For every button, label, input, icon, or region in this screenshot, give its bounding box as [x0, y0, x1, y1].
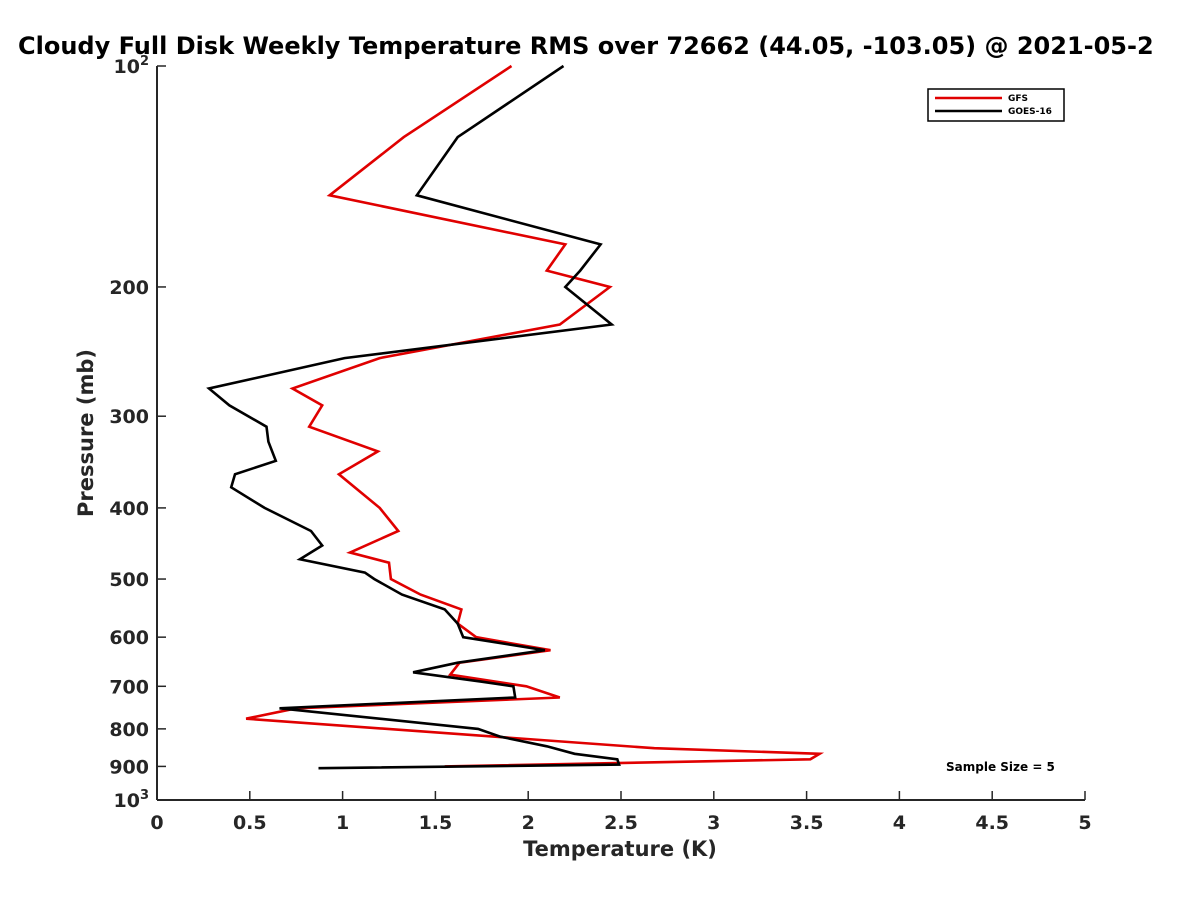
x-tick-label: 1 — [336, 812, 349, 834]
x-tick-label: 0 — [150, 812, 163, 834]
y-tick-exponent: 2 — [140, 54, 149, 69]
axis-ticks: 0 0.5 1 1.5 2 2.5 3 3.5 4 4.5 51022003004005006007… — [109, 54, 1091, 834]
legend-label-goes16: GOES-16 — [1008, 107, 1052, 117]
legend-label-gfs: GFS — [1008, 94, 1028, 104]
x-tick-label: 4.5 — [975, 812, 1009, 834]
y-tick-label: 800 — [109, 719, 149, 741]
x-axis-label: Temperature (K) — [523, 837, 717, 861]
y-tick-label: 400 — [109, 498, 149, 520]
sample-size-annotation: Sample Size = 5 — [946, 760, 1055, 774]
x-tick-label: 5 — [1078, 812, 1091, 834]
series-lines — [206, 64, 825, 770]
y-tick-label: 500 — [109, 569, 149, 591]
y-tick-label: 600 — [109, 627, 149, 649]
y-tick-exponent: 3 — [140, 788, 149, 803]
y-tick-label: 900 — [109, 756, 149, 778]
x-tick-label: 2.5 — [604, 812, 638, 834]
y-tick-label: 102 — [114, 54, 150, 78]
y-tick-base: 10 — [114, 790, 140, 812]
chart-title: Cloudy Full Disk Weekly Temperature RMS … — [18, 32, 1154, 60]
x-tick-label: 1.5 — [419, 812, 453, 834]
y-tick-base: 10 — [114, 56, 140, 78]
y-tick-label: 200 — [109, 277, 149, 299]
series-line-goes16 — [206, 64, 621, 770]
legend: GFS GOES-16 — [927, 88, 1065, 122]
y-tick-label: 700 — [109, 676, 149, 698]
plot-axes — [156, 66, 1085, 801]
x-tick-label: 3 — [707, 812, 720, 834]
legend-box — [927, 88, 1065, 122]
y-axis-label: Pressure (mb) — [74, 349, 98, 517]
y-tick-label: 300 — [109, 406, 149, 428]
x-tick-label: 3.5 — [790, 812, 824, 834]
x-tick-label: 2 — [522, 812, 535, 834]
y-tick-label: 103 — [114, 788, 150, 812]
x-tick-label: 4 — [893, 812, 906, 834]
x-tick-label: 0.5 — [233, 812, 267, 834]
